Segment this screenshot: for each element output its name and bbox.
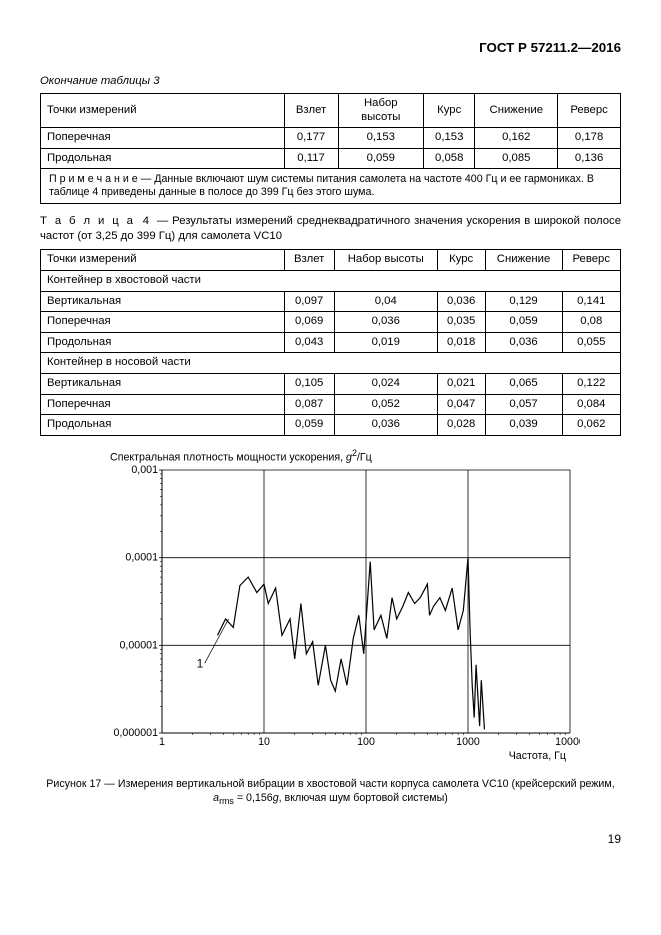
svg-text:0,0001: 0,0001 [125,552,158,564]
row-value: 0,153 [424,128,475,149]
row-name: Продольная [41,332,285,353]
svg-text:10000: 10000 [555,736,580,748]
row-name: Продольная [41,415,285,436]
svg-text:0,001: 0,001 [131,465,158,476]
figure-17-chart: Спектральная плотность мощности ускорени… [100,448,601,769]
table-3-continuation-label: Окончание таблицы 3 [40,75,621,87]
row-name: Поперечная [41,394,285,415]
row-value: 0,039 [485,415,562,436]
col-descent: Снижение [475,94,558,128]
row-value: 0,097 [284,291,334,312]
row-value: 0,069 [284,312,334,333]
row-value: 0,035 [437,312,485,333]
row-value: 0,062 [562,415,620,436]
col-climb: Набор высоты [338,94,424,128]
svg-text:1: 1 [159,736,165,748]
row-value: 0,036 [437,291,485,312]
table-row: Продольная0,0430,0190,0180,0360,055 [41,332,621,353]
row-value: 0,059 [284,415,334,436]
col-points: Точки измерений [41,94,285,128]
svg-text:Частота, Гц: Частота, Гц [509,750,566,762]
row-value: 0,058 [424,148,475,169]
table-row: Вертикальная0,0970,040,0360,1290,141 [41,291,621,312]
row-value: 0,018 [437,332,485,353]
row-value: 0,065 [485,373,562,394]
row-value: 0,105 [284,373,334,394]
table-4: Точки измерений Взлет Набор высоты Курс … [40,249,621,435]
svg-text:0,000001: 0,000001 [114,727,159,739]
table-row: Поперечная0,0870,0520,0470,0570,084 [41,394,621,415]
svg-text:10: 10 [258,736,270,748]
table-4-section-2-label: Контейнер в носовой части [41,353,621,374]
col-descent: Снижение [485,250,562,271]
row-value: 0,117 [284,148,338,169]
col-points: Точки измерений [41,250,285,271]
table-3: Точки измерений Взлет Набор высоты Курс … [40,93,621,204]
row-value: 0,021 [437,373,485,394]
row-value: 0,057 [485,394,562,415]
row-value: 0,08 [562,312,620,333]
chart-svg: 1 10 100 1000 10000 0,001 0,0001 0,00001 0,00000… [100,465,580,765]
svg-text:100: 100 [357,736,375,748]
table-4-section-2: Контейнер в носовой части [41,353,621,374]
row-name: Поперечная [41,128,285,149]
row-value: 0,162 [475,128,558,149]
col-reverse: Реверс [562,250,620,271]
svg-text:1: 1 [197,657,204,671]
row-value: 0,085 [475,148,558,169]
row-value: 0,087 [284,394,334,415]
row-value: 0,136 [558,148,621,169]
row-value: 0,019 [334,332,437,353]
row-value: 0,141 [562,291,620,312]
row-value: 0,059 [485,312,562,333]
row-value: 0,153 [338,128,424,149]
col-course: Курс [424,94,475,128]
table-3-note-row: П р и м е ч а н и е — Данные включают шу… [41,169,621,204]
table-4-caption: Т а б л и ц а 4 — Результаты измерений с… [40,214,621,243]
table-row: Вертикальная0,1050,0240,0210,0650,122 [41,373,621,394]
row-value: 0,047 [437,394,485,415]
row-name: Вертикальная [41,291,285,312]
row-name: Поперечная [41,312,285,333]
row-value: 0,036 [334,415,437,436]
col-takeoff: Взлет [284,250,334,271]
row-value: 0,177 [284,128,338,149]
row-value: 0,059 [338,148,424,169]
row-value: 0,036 [334,312,437,333]
col-course: Курс [437,250,485,271]
row-name: Продольная [41,148,285,169]
table-3-note: П р и м е ч а н и е — Данные включают шу… [41,169,621,204]
col-reverse: Реверс [558,94,621,128]
row-value: 0,178 [558,128,621,149]
row-value: 0,04 [334,291,437,312]
table-row: Поперечная0,0690,0360,0350,0590,08 [41,312,621,333]
row-value: 0,028 [437,415,485,436]
row-value: 0,036 [485,332,562,353]
svg-text:0,00001: 0,00001 [119,640,158,652]
svg-text:1000: 1000 [456,736,480,748]
table-row: Поперечная0,1770,1530,1530,1620,178 [41,128,621,149]
row-value: 0,043 [284,332,334,353]
row-value: 0,052 [334,394,437,415]
row-value: 0,024 [334,373,437,394]
table-row: Продольная0,0590,0360,0280,0390,062 [41,415,621,436]
col-climb: Набор высоты [334,250,437,271]
row-value: 0,084 [562,394,620,415]
document-header: ГОСТ Р 57211.2—2016 [40,40,621,55]
chart-y-axis-title: Спектральная плотность мощности ускорени… [110,448,601,464]
page-number: 19 [40,832,621,846]
figure-17-caption: Рисунок 17 — Измерения вертикальной вибр… [40,778,621,808]
row-name: Вертикальная [41,373,285,394]
table-4-section-1: Контейнер в хвостовой части [41,271,621,292]
col-takeoff: Взлет [284,94,338,128]
row-value: 0,129 [485,291,562,312]
row-value: 0,055 [562,332,620,353]
row-value: 0,122 [562,373,620,394]
table-4-section-1-label: Контейнер в хвостовой части [41,271,621,292]
table-row: Продольная0,1170,0590,0580,0850,136 [41,148,621,169]
